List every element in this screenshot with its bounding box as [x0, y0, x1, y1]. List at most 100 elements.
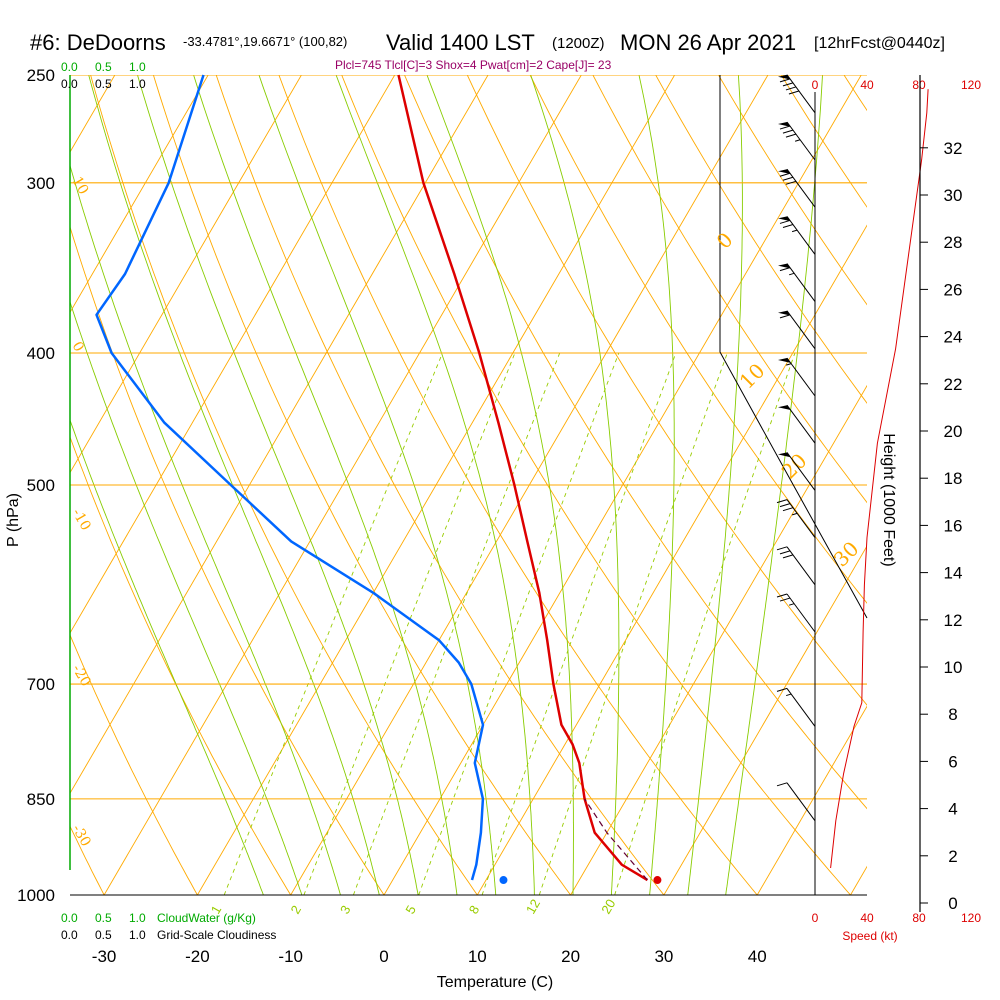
isotherm-label: -30 — [69, 822, 94, 850]
cloud-bottom-black-0: 0.0 — [61, 928, 78, 942]
moist-adiabat-line — [88, 75, 380, 895]
moist-adiabat-line — [530, 75, 620, 895]
cloud-bottom-black-2: 1.0 — [129, 928, 146, 942]
wind-speed-profile — [830, 89, 929, 869]
cloud-scale-top: 0.0 0.5 1.0 0.0 0.5 1.0 — [61, 60, 146, 91]
dry-adiabat-line — [70, 633, 198, 895]
wind-barb-flag — [778, 74, 791, 80]
mixing-ratio-label: 12 — [523, 896, 543, 916]
height-tick-label: 12 — [944, 611, 963, 630]
temperature-trace — [397, 74, 649, 882]
wind-barb-staff — [786, 782, 816, 822]
isotherm-label: 0 — [69, 339, 87, 355]
wind-barb-flag — [778, 358, 791, 363]
isotherm-line — [103, 75, 582, 895]
dry-adiabat-line — [466, 75, 867, 706]
wind-barb-feather — [776, 593, 788, 598]
height-tick-label: 4 — [948, 800, 957, 819]
cloud-top-green-1: 0.5 — [95, 60, 112, 74]
forecast-run: [12hrFcst@0440z] — [814, 35, 945, 52]
moist-adiabat-line — [426, 75, 574, 895]
isotherm-line — [383, 75, 862, 895]
parcel-trace — [584, 798, 648, 881]
wind-barb-staff — [786, 357, 816, 397]
wind-barb — [776, 687, 816, 727]
dry-adiabat-line — [152, 75, 572, 895]
dewpoint-trace — [95, 74, 485, 881]
wind-barb — [776, 499, 816, 538]
speed-tick-bottom: 40 — [860, 911, 874, 925]
wind-barb-flag — [778, 310, 791, 316]
isotherm-line — [756, 705, 867, 895]
right-boundary-line — [719, 75, 868, 619]
wind-barb-staff — [786, 310, 816, 350]
wind-barb-half-feather — [794, 139, 801, 142]
mixing-ratio-line — [538, 352, 728, 895]
utc-time: (1200Z) — [552, 35, 605, 52]
wind-barb — [776, 782, 816, 822]
wind-barb-flag — [778, 169, 791, 175]
mixing-ratio-label: 5 — [402, 903, 419, 917]
wind-barb-feather — [776, 687, 788, 692]
wind-barb-feather — [779, 125, 791, 130]
pressure-tick-label: 1000 — [17, 886, 55, 905]
cloud-scale-bottom: 0.0 0.5 1.0 CloudWater (g/Kg) 0.0 0.5 1.… — [61, 911, 276, 942]
plot-frame — [69, 75, 868, 896]
wind-barb-half-feather — [791, 229, 798, 233]
moist-adiabat-line — [193, 75, 458, 895]
moist-adiabat-line — [687, 75, 743, 895]
wind-barb-feather — [779, 550, 791, 555]
wind-barb-staff — [786, 74, 816, 114]
speed-axis-label: Speed (kt) — [842, 929, 897, 943]
sounding-traces — [95, 74, 662, 885]
dry-adiabat-line — [341, 75, 852, 895]
height-tick-label: 24 — [944, 328, 963, 347]
dry-adiabat-line — [404, 75, 867, 810]
height-axis-label: Height (1000 Feet) — [880, 433, 897, 566]
isotherm-line — [196, 75, 676, 895]
wind-barb-staff — [786, 216, 816, 255]
wind-barb-feather — [779, 219, 791, 224]
temperature-tick-label: 20 — [561, 947, 580, 966]
wind-barb-staff — [786, 452, 816, 491]
cloud-top-green-2: 1.0 — [129, 60, 146, 74]
temperature-tick-label: 40 — [748, 947, 767, 966]
isotherm-label: -10 — [69, 506, 94, 534]
isopleth-grid — [0, 0, 867, 924]
wind-barb-feather — [782, 507, 794, 512]
speed-tick-bottom: 0 — [812, 911, 819, 925]
moist-adiabat-line — [335, 75, 535, 895]
height-tick-label: 8 — [948, 705, 957, 724]
pressure-tick-label: 400 — [27, 344, 55, 363]
isotherm-line — [70, 75, 209, 314]
wind-barb-flag — [778, 263, 791, 269]
cloud-bottom-black-1: 0.5 — [95, 928, 112, 942]
wind-barb — [778, 74, 816, 114]
cloud-top-black-1: 0.5 — [95, 77, 112, 91]
temperature-tick-label: 10 — [468, 947, 487, 966]
moist-adiabat-line — [725, 75, 823, 895]
wind-barb-staff — [786, 546, 816, 586]
height-tick-label: 22 — [944, 375, 963, 394]
mixing-ratio-line — [352, 352, 561, 895]
wind-barb-staff — [786, 121, 816, 161]
speed-tick-top: 40 — [860, 78, 874, 92]
isotherm-line — [0, 0, 5, 924]
wind-barb — [778, 452, 816, 491]
mixing-ratio-label: 2 — [288, 903, 305, 917]
height-tick-label: 32 — [944, 139, 963, 158]
height-tick-label: 6 — [948, 752, 957, 771]
forecast-date: MON 26 Apr 2021 — [620, 30, 796, 55]
temperature-axis-label: Temperature (C) — [437, 974, 553, 991]
temperature-tick-label: -20 — [185, 947, 210, 966]
wind-barb-half-feather — [786, 693, 792, 697]
wind-barb — [778, 168, 816, 208]
wind-barb-half-feather — [791, 512, 798, 516]
wind-barb-feather — [782, 554, 794, 559]
height-tick-label: 0 — [948, 894, 957, 913]
wind-barb-feather — [782, 82, 794, 87]
chart-header: #6: DeDoorns -33.4781°,19.6671° (100,82)… — [30, 30, 945, 72]
